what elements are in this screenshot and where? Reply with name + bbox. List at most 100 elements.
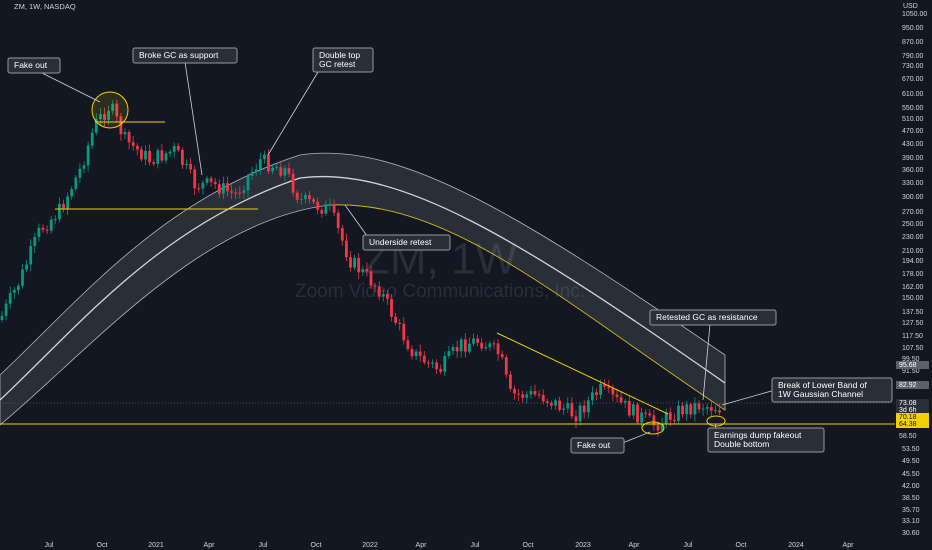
candle-body [21, 269, 24, 286]
candle-body [578, 405, 582, 422]
annotation-text: Earnings dump fakeout [714, 430, 802, 440]
candle-body [103, 114, 106, 120]
candle-body [123, 132, 127, 135]
candle-body [709, 407, 713, 411]
candle-body [586, 400, 590, 413]
candle-body [295, 192, 299, 200]
candle-body [656, 425, 660, 431]
time-label: 2024 [788, 542, 804, 549]
candle-body [299, 199, 303, 201]
price-label: 1050.00 [902, 11, 927, 18]
price-tag [896, 361, 929, 369]
candle-body [660, 423, 664, 431]
time-label: Oct [523, 542, 534, 549]
candle-body [529, 391, 533, 395]
annotation-text: Underside retest [369, 237, 432, 247]
candle-body [697, 403, 701, 410]
candle-body [148, 150, 151, 163]
candle-body [254, 169, 258, 172]
price-label: 950.00 [902, 25, 924, 32]
candle-body [94, 119, 98, 133]
candle-body [550, 402, 553, 406]
candle-body [308, 195, 311, 200]
candle-body [459, 339, 463, 352]
candle-body [58, 203, 61, 220]
price-label: 33.10 [902, 518, 920, 525]
candle-body [447, 350, 451, 357]
candle-body [595, 392, 598, 395]
price-label: 99.50 [902, 356, 920, 363]
candle-body [283, 168, 287, 176]
price-label: 45.50 [902, 471, 920, 478]
candle-body [185, 163, 188, 165]
candle-body [513, 388, 516, 394]
symbol-header: ZM, 1W, NASDAQ [14, 2, 76, 11]
price-label: 610.00 [902, 91, 924, 98]
candle-body [632, 404, 635, 416]
candle-body [250, 171, 254, 176]
candle-body [324, 204, 328, 214]
price-label: 38.50 [902, 495, 920, 502]
price-label: 178.00 [902, 271, 924, 278]
annotation-box [570, 437, 625, 454]
candle-body [468, 343, 471, 352]
price-tag-label: 82.92 [899, 382, 917, 389]
candle-body [291, 173, 295, 193]
candle-body [685, 404, 689, 415]
price-tag [896, 399, 929, 407]
candle-body [78, 168, 82, 178]
price-label: 150.00 [902, 295, 924, 302]
candle-body [570, 403, 574, 417]
candle-body [140, 149, 143, 160]
candle-body [156, 150, 160, 164]
candle-body [603, 383, 607, 387]
candle-body [558, 400, 561, 410]
candle-body [275, 167, 279, 169]
lower-band-highlight [329, 204, 726, 411]
candle-body [119, 116, 123, 135]
candle-body [427, 362, 430, 364]
candle-body [242, 190, 246, 193]
annotation-box [312, 47, 374, 73]
price-label: 790.00 [902, 53, 924, 60]
candle-body [533, 391, 537, 395]
candle-body [70, 189, 74, 197]
annotation-text: Fake out [14, 60, 48, 70]
highlight-circle [91, 91, 129, 129]
price-label: 360.00 [902, 167, 924, 174]
candle-body [62, 203, 65, 210]
candle-body [652, 415, 656, 426]
candle-body [111, 103, 115, 111]
candle-body [480, 342, 484, 349]
annotation-text: Fake out [577, 440, 611, 450]
price-tag [896, 420, 929, 428]
time-axis [0, 538, 932, 550]
annotation-text: Broke GC as support [139, 50, 219, 60]
candle-body [29, 246, 33, 265]
candle-body [607, 386, 611, 388]
candle-body [131, 142, 135, 146]
candle-body [517, 393, 520, 395]
candle-body [332, 204, 336, 213]
price-label: 390.00 [902, 155, 924, 162]
price-label: 91.50 [902, 368, 920, 375]
candle-body [176, 146, 180, 150]
candle-body [320, 209, 324, 214]
annotation-text: 1W Gaussian Channel [778, 389, 863, 399]
candle-body [410, 348, 414, 357]
candle-body [476, 338, 479, 343]
candle-body [492, 343, 496, 345]
candle-body [509, 374, 512, 389]
candle-body [304, 195, 307, 200]
candle-body [258, 159, 262, 170]
price-label: 49.50 [902, 458, 920, 465]
annotation-text: Break of Lower Band of [778, 380, 867, 390]
price-tag-label: 70.18 [899, 414, 917, 421]
price-label: 137.50 [902, 309, 924, 316]
candle-body [328, 204, 332, 206]
candle-body [566, 403, 570, 409]
candle-body [99, 114, 102, 120]
candle-body [488, 343, 492, 348]
candle-body [316, 201, 320, 210]
